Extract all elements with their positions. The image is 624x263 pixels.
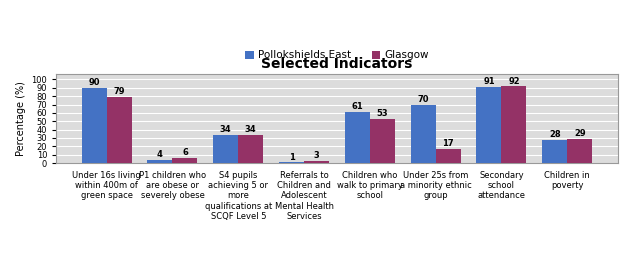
Bar xyxy=(107,97,132,163)
Text: 53: 53 xyxy=(376,109,388,118)
Bar xyxy=(345,112,370,163)
Text: 6: 6 xyxy=(182,148,188,157)
Text: 1: 1 xyxy=(289,153,295,161)
Bar xyxy=(477,87,502,163)
Legend: Pollokshields East, Glasgow: Pollokshields East, Glasgow xyxy=(245,50,429,60)
Text: 90: 90 xyxy=(89,78,100,87)
Bar xyxy=(567,139,592,163)
Bar xyxy=(238,135,263,163)
Y-axis label: Percentage (%): Percentage (%) xyxy=(16,81,26,156)
Text: 79: 79 xyxy=(114,87,125,96)
Bar xyxy=(411,105,436,163)
Text: 4: 4 xyxy=(157,150,163,159)
Text: 28: 28 xyxy=(549,130,560,139)
Text: 17: 17 xyxy=(442,139,454,148)
Bar xyxy=(172,158,197,163)
Bar xyxy=(82,88,107,163)
Bar xyxy=(304,160,329,163)
Bar xyxy=(147,160,172,163)
Bar xyxy=(502,86,527,163)
Text: 91: 91 xyxy=(483,77,495,86)
Text: 34: 34 xyxy=(220,125,232,134)
Text: 34: 34 xyxy=(245,125,256,134)
Text: 3: 3 xyxy=(314,151,319,160)
Bar xyxy=(370,119,395,163)
Text: 70: 70 xyxy=(417,95,429,104)
Bar xyxy=(542,140,567,163)
Title: Selected Indicators: Selected Indicators xyxy=(261,57,412,71)
Bar xyxy=(436,149,461,163)
Bar xyxy=(279,162,304,163)
Text: 61: 61 xyxy=(351,102,363,112)
Text: 29: 29 xyxy=(574,129,585,138)
Text: 92: 92 xyxy=(508,77,520,85)
Bar xyxy=(213,135,238,163)
